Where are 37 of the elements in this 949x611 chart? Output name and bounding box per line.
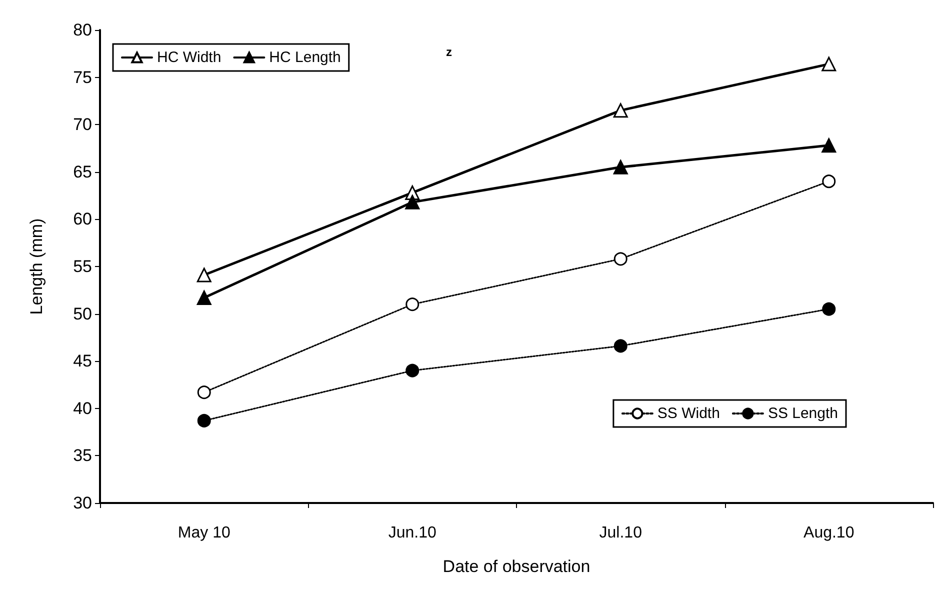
y-tick-label: 60 xyxy=(73,210,92,229)
point xyxy=(613,103,628,118)
point xyxy=(196,290,212,305)
point xyxy=(406,298,420,312)
legend-label: HC Width xyxy=(157,49,222,66)
point xyxy=(614,252,628,266)
y-axis-title: Length (mm) xyxy=(27,218,46,315)
y-tick-label: 80 xyxy=(73,20,92,40)
legend-label: SS Length xyxy=(768,405,838,422)
point xyxy=(822,302,836,316)
y-tick-label: 65 xyxy=(73,162,92,182)
point xyxy=(197,414,211,428)
y-tick-label: 45 xyxy=(73,352,92,371)
point xyxy=(822,138,836,153)
x-axis-title: Date of observation xyxy=(442,557,590,576)
point xyxy=(197,386,211,400)
y-tick-label: 75 xyxy=(73,68,92,87)
y-tick-label: 55 xyxy=(73,257,92,276)
y-tick-label: 50 xyxy=(73,304,92,324)
annotation: z xyxy=(446,45,452,59)
legend-label: SS Width xyxy=(657,405,720,422)
point xyxy=(405,194,420,210)
point xyxy=(822,56,836,72)
point xyxy=(196,268,212,282)
x-tick-label: Jun.10 xyxy=(388,524,436,542)
legend-label: HC Length xyxy=(269,49,341,66)
point xyxy=(406,364,420,378)
point xyxy=(614,339,628,353)
point xyxy=(822,174,836,188)
y-tick-label: 40 xyxy=(73,398,92,418)
x-tick-label: Aug.10 xyxy=(804,524,854,542)
y-tick-label: 30 xyxy=(73,494,92,512)
x-tick-label: May 10 xyxy=(178,524,230,542)
y-tick-label: 70 xyxy=(73,115,92,134)
x-tick-label: Jul.10 xyxy=(599,524,642,542)
point xyxy=(613,160,628,174)
y-tick-label: 35 xyxy=(73,446,92,466)
